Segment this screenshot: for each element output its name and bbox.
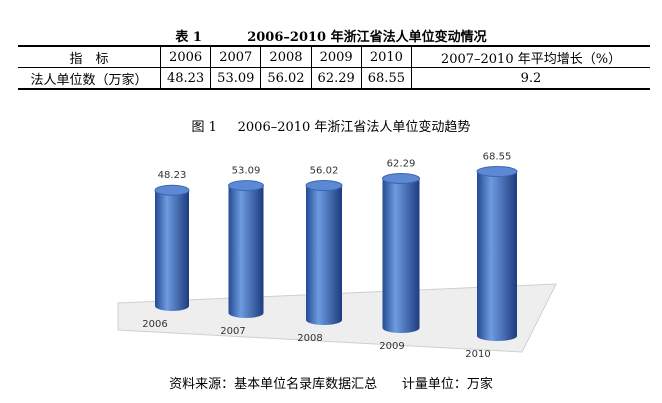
- footer: 资料来源：基本单位名录库数据汇总 计量单位：万家: [0, 373, 662, 392]
- header-cell: 2009: [310, 45, 362, 68]
- caption-title: 2006–2010 年浙江省法人单位变动情况: [247, 30, 487, 45]
- header-cell: 2008: [260, 45, 312, 68]
- cell: 9.2: [411, 67, 650, 90]
- cylinder-top: [305, 180, 343, 192]
- cylinder: [228, 180, 264, 318]
- cylinder: [476, 165, 518, 341]
- category-label: 2009: [379, 341, 404, 352]
- value-label: 53.09: [232, 166, 261, 177]
- value-label: 68.55: [483, 151, 512, 162]
- cylinder-top: [476, 165, 518, 177]
- cell: 53.09: [210, 67, 262, 90]
- category-label: 2008: [297, 333, 322, 344]
- table-caption: 表 1 2006–2010 年浙江省法人单位变动情况: [0, 26, 662, 45]
- cell: 68.55: [360, 67, 413, 90]
- category-label: 2010: [465, 349, 490, 360]
- footer-unit: 计量单位：万家: [401, 377, 493, 392]
- data-table: 指 标 2006 2007 2008 2009 2010 2007–2010 年…: [18, 45, 650, 90]
- cylinder-body: [382, 178, 420, 333]
- chart-title-text: 2006–2010 年浙江省法人单位变动趋势: [237, 120, 471, 135]
- value-label: 56.02: [310, 166, 339, 177]
- cylinder: [154, 184, 190, 311]
- header-cell: 2010: [360, 45, 413, 68]
- cylinder-body: [306, 185, 342, 325]
- value-label: 62.29: [387, 159, 416, 170]
- cylinder-body: [477, 171, 517, 341]
- category-label: 2006: [142, 319, 167, 330]
- data-row: 法人单位数（万家） 48.23 53.09 56.02 62.29 68.55 …: [18, 67, 650, 90]
- cylinder-body: [228, 185, 264, 318]
- cylinder-top: [382, 173, 420, 185]
- header-cell: 2007–2010 年平均增长（%）: [411, 45, 650, 68]
- caption-label: 表 1: [175, 30, 202, 45]
- cylinder-top: [228, 180, 264, 192]
- footer-source: 资料来源：基本单位名录库数据汇总: [169, 377, 378, 392]
- header-row: 指 标 2006 2007 2008 2009 2010 2007–2010 年…: [18, 45, 650, 68]
- chart-label: 图 1: [191, 120, 217, 135]
- category-label: 2007: [220, 326, 245, 337]
- header-cell: 2007: [210, 45, 262, 68]
- header-cell: 指 标: [18, 45, 161, 68]
- cylinder: [382, 173, 420, 333]
- chart-title: 图 1 2006–2010 年浙江省法人单位变动趋势: [0, 116, 662, 135]
- cell: 48.23: [159, 67, 212, 90]
- cylinder-top: [154, 184, 190, 196]
- cell: 62.29: [310, 67, 362, 90]
- value-label: 48.23: [158, 170, 187, 181]
- cylinder: [305, 180, 343, 325]
- cell: 56.02: [260, 67, 312, 90]
- cylinder-body: [155, 190, 189, 311]
